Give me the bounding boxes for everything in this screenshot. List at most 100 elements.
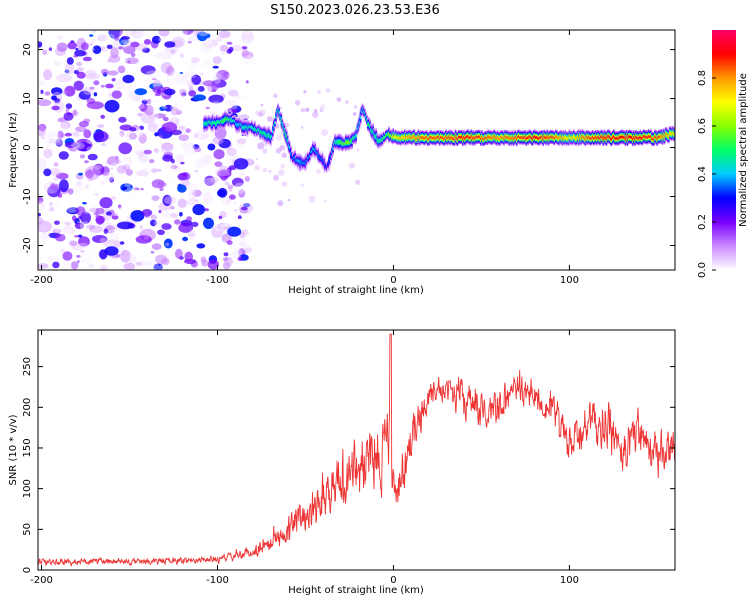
- noise-cell: [138, 80, 148, 86]
- noise-cell: [229, 251, 240, 259]
- ridge-cell: [623, 136, 626, 139]
- noise-cell: [303, 90, 307, 94]
- noise-cell: [194, 133, 199, 138]
- noise-cell: [58, 179, 69, 193]
- noise-cell: [213, 176, 218, 181]
- ridge-cell: [341, 142, 344, 146]
- colorbar-tick-label: 0.0: [697, 262, 708, 278]
- noise-cell: [315, 168, 322, 174]
- ridge-cell: [558, 137, 560, 141]
- ridge-cell: [224, 117, 227, 121]
- noise-cell: [179, 53, 185, 58]
- ridge-cell: [379, 139, 382, 143]
- noise-cell: [134, 149, 144, 155]
- noise-cell: [187, 80, 195, 88]
- ridge-cell: [486, 136, 488, 140]
- noise-cell: [71, 142, 81, 148]
- noise-cell: [226, 73, 231, 78]
- noise-cell: [287, 198, 291, 202]
- noise-cell: [76, 61, 83, 67]
- ridge-cell: [507, 136, 510, 139]
- ridge-cell: [627, 135, 630, 139]
- ridge-cell: [585, 135, 588, 139]
- noise-cell: [119, 241, 125, 245]
- noise-cell: [38, 123, 47, 132]
- x-tick-label: -200: [30, 275, 53, 286]
- noise-cell: [353, 105, 358, 109]
- ridge-cell: [338, 140, 341, 144]
- noise-cell: [313, 108, 318, 113]
- ridge-cell: [285, 135, 288, 139]
- noise-cell: [93, 86, 102, 94]
- noise-cell: [324, 200, 327, 203]
- noise-cell: [45, 131, 59, 138]
- noise-cell: [62, 251, 73, 261]
- ridge-cell: [446, 137, 448, 140]
- noise-cell: [79, 221, 91, 232]
- ridge-cell: [419, 136, 422, 139]
- noise-cell: [130, 143, 145, 154]
- noise-cell: [100, 84, 105, 88]
- noise-cell: [152, 86, 167, 94]
- noise-cell: [48, 206, 55, 212]
- ridge-cell: [219, 121, 221, 124]
- noise-cell: [38, 220, 52, 233]
- noise-cell: [203, 177, 217, 186]
- noise-cell: [123, 262, 136, 270]
- ridge-cell: [416, 137, 419, 140]
- ridge-cell: [357, 124, 360, 128]
- noise-cell: [348, 162, 355, 169]
- ridge-cell: [647, 135, 650, 138]
- noise-cell: [196, 243, 206, 249]
- noise-cell: [111, 77, 116, 82]
- noise-cell: [211, 226, 224, 238]
- noise-cell: [277, 200, 284, 207]
- noise-cell: [161, 142, 174, 151]
- noise-cell: [154, 132, 159, 137]
- noise-cell: [104, 99, 120, 113]
- noise-cell: [230, 45, 245, 52]
- spectrogram-frame: [37, 29, 676, 271]
- noise-cell: [83, 51, 88, 56]
- ridge-cell: [397, 136, 400, 139]
- noise-cell: [178, 125, 186, 131]
- ridge-cell: [218, 120, 220, 123]
- noise-cell: [225, 98, 235, 106]
- noise-cell: [99, 197, 113, 209]
- ridge-cell: [601, 135, 603, 139]
- noise-cell: [79, 154, 86, 159]
- ridge-cell: [204, 121, 207, 125]
- noise-cell: [129, 132, 137, 140]
- noise-cell: [82, 87, 93, 96]
- noise-cell: [204, 75, 212, 82]
- ridge-cell: [246, 127, 249, 131]
- noise-cell: [195, 128, 203, 138]
- noise-cell: [74, 235, 80, 238]
- noise-cell: [319, 108, 324, 113]
- ridge-cell: [523, 136, 525, 139]
- ridge-cell: [364, 115, 367, 118]
- ridge-cell: [248, 126, 251, 129]
- ridge-cell: [525, 137, 527, 141]
- ridge-cell: [491, 136, 494, 140]
- noise-cell: [110, 162, 119, 169]
- noise-cell: [241, 55, 257, 66]
- snr-series-line: [38, 333, 675, 567]
- noise-cell: [64, 85, 76, 97]
- noise-cell: [55, 172, 69, 180]
- noise-cell: [104, 246, 119, 256]
- ridge-cell: [557, 136, 559, 140]
- noise-cell: [64, 62, 75, 75]
- ridge-cell: [583, 136, 586, 140]
- ridge-cell: [576, 137, 578, 140]
- ridge-cell: [335, 141, 337, 144]
- noise-cell: [255, 110, 261, 116]
- noise-cell: [147, 121, 161, 129]
- noise-cell: [133, 93, 144, 102]
- ridge-cell: [411, 136, 413, 140]
- noise-cell: [38, 157, 47, 171]
- ridge-cell: [434, 137, 437, 140]
- noise-cell: [183, 183, 190, 187]
- ridge-cell: [490, 136, 493, 140]
- noise-cell: [177, 198, 187, 208]
